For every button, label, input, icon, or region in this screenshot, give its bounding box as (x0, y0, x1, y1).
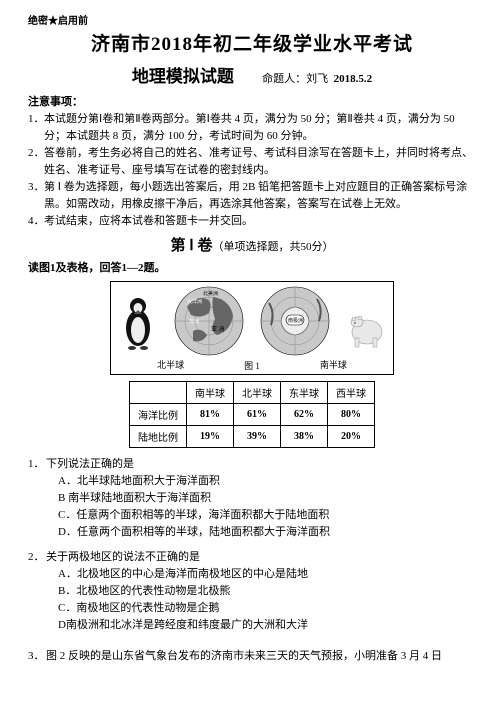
question-1: 1． 下列说法正确的是 A．北半球陆地面积大于海洋面积 B 南半球陆地面积大于海… (28, 456, 476, 541)
figure-caption: 图 1 (244, 359, 260, 372)
notice-num: 4． (28, 213, 44, 230)
notice-text: 第 Ⅰ 卷为选择题，每小题选出答案后，用 2B 铅笔把答题卡上对应题目的正确答案… (44, 179, 476, 212)
figure-1: 大洋洲 北美洲 非洲 亚 洲 南极洲 (28, 281, 476, 448)
classification-label: 绝密★启用前 (28, 12, 476, 27)
question-option: D．任意两个面积相等的半球，陆地面积都大于海洋面积 (28, 524, 476, 541)
question-option: C．任意两个面积相等的半球，海洋面积都大于陆地面积 (28, 507, 476, 524)
polar-bear-icon (345, 290, 387, 352)
question-option: A．北极地区的中心是海洋而南极地区的中心是陆地 (28, 566, 476, 583)
table-row: 南半球 北半球 东半球 西半球 (130, 381, 375, 403)
table-cell: 南半球 (187, 381, 234, 403)
author-date: 2018.5.2 (334, 73, 373, 85)
svg-text:北美洲: 北美洲 (203, 290, 218, 297)
table-cell: 61% (234, 403, 281, 425)
figure-box: 大洋洲 北美洲 非洲 亚 洲 南极洲 (110, 281, 394, 375)
notice-heading: 注意事项： (28, 93, 476, 109)
question-stem: 下列说法正确的是 (46, 456, 476, 473)
table-cell: 80% (328, 403, 375, 425)
question-option: A．北半球陆地面积大于海洋面积 (28, 473, 476, 490)
table-cell: 陆地比例 (130, 425, 187, 447)
question-number: 3． (28, 648, 46, 665)
table-cell (130, 381, 187, 403)
question-stem: 图 2 反映的是山东省气象台发布的济南市未来三天的天气预报，小明准备 3 月 4… (46, 648, 476, 665)
table-cell: 38% (281, 425, 328, 447)
table-cell: 19% (187, 425, 234, 447)
table-cell: 81% (187, 403, 234, 425)
globe-north-icon: 大洋洲 北美洲 非洲 亚 洲 (173, 285, 245, 357)
subtitle-subject: 地理模拟试题 (132, 62, 234, 87)
notice-text: 本试题分第Ⅰ卷和第Ⅱ卷两部分。第Ⅰ卷共 4 页，满分为 50 分；第Ⅱ卷共 4 … (44, 111, 476, 144)
hemisphere-table: 南半球 北半球 东半球 西半球 海洋比例 81% 61% 62% 80% 陆地比… (129, 381, 375, 448)
table-cell: 西半球 (328, 381, 375, 403)
section-label: 第 Ⅰ 卷 (171, 238, 213, 254)
question-option: C．南极地区的代表性动物是企鹅 (28, 600, 476, 617)
main-title: 济南市2018年初二年级学业水平考试 (28, 29, 476, 56)
question-number: 2． (28, 549, 46, 566)
notice-text: 考试结束，应将本试卷和答题卡一并交回。 (44, 213, 476, 230)
penguin-icon (117, 290, 159, 352)
table-cell: 东半球 (281, 381, 328, 403)
notice-item: 4． 考试结束，应将本试卷和答题卡一并交回。 (28, 213, 476, 230)
subtitle-author: 命题人：刘飞 2018.5.2 (262, 70, 372, 86)
notice-text: 答卷前，考生务必将自己的姓名、准考证号、考试科目涂写在答题卡上，并同时将考点、姓… (44, 145, 476, 178)
notice-item: 3． 第 Ⅰ 卷为选择题，每小题选出答案后，用 2B 铅笔把答题卡上对应题目的正… (28, 179, 476, 212)
globe-label: 大洋洲 (187, 298, 202, 305)
globe-south-icon: 南极洲 (259, 285, 331, 357)
table-cell: 20% (328, 425, 375, 447)
table-cell: 39% (234, 425, 281, 447)
section-1-title: 第 Ⅰ 卷（单项选择题，共50分） (28, 234, 476, 255)
notice-num: 3． (28, 179, 44, 212)
question-number: 1． (28, 456, 46, 473)
question-option: B 南半球陆地面积大于海洋面积 (28, 490, 476, 507)
svg-text:非洲: 非洲 (189, 318, 199, 325)
table-cell: 北半球 (234, 381, 281, 403)
svg-text:南极洲: 南极洲 (288, 317, 303, 324)
notice-item: 1． 本试题分第Ⅰ卷和第Ⅱ卷两部分。第Ⅰ卷共 4 页，满分为 50 分；第Ⅱ卷共… (28, 111, 476, 144)
question-option: B．北极地区的代表性动物是北极熊 (28, 583, 476, 600)
read-figure-instruction: 读图1及表格，回答1—2题。 (28, 259, 476, 275)
svg-text:亚 洲: 亚 洲 (211, 326, 225, 333)
table-row: 陆地比例 19% 39% 38% 20% (130, 425, 375, 447)
question-3: 3． 图 2 反映的是山东省气象台发布的济南市未来三天的天气预报，小明准备 3 … (28, 648, 476, 665)
notice-num: 1． (28, 111, 44, 144)
table-row: 海洋比例 81% 61% 62% 80% (130, 403, 375, 425)
notice-num: 2． (28, 145, 44, 178)
globe-right-label: 南半球 (320, 358, 347, 372)
section-sublabel: （单项选择题，共50分） (212, 241, 333, 253)
notice-item: 2． 答卷前，考生务必将自己的姓名、准考证号、考试科目涂写在答题卡上，并同时将考… (28, 145, 476, 178)
notice-list: 1． 本试题分第Ⅰ卷和第Ⅱ卷两部分。第Ⅰ卷共 4 页，满分为 50 分；第Ⅱ卷共… (28, 111, 476, 230)
author-label: 命题人： (262, 73, 306, 85)
table-cell: 62% (281, 403, 328, 425)
globe-left-label: 北半球 (157, 358, 184, 372)
question-2: 2． 关于两极地区的说法不正确的是 A．北极地区的中心是海洋而南极地区的中心是陆… (28, 549, 476, 634)
question-stem: 关于两极地区的说法不正确的是 (46, 549, 476, 566)
table-cell: 海洋比例 (130, 403, 187, 425)
author-name: 刘飞 (306, 73, 328, 85)
question-option: D南极洲和北冰洋是跨经度和纬度最广的大洲和大洋 (28, 617, 476, 634)
subtitle-row: 地理模拟试题 命题人：刘飞 2018.5.2 (28, 62, 476, 87)
